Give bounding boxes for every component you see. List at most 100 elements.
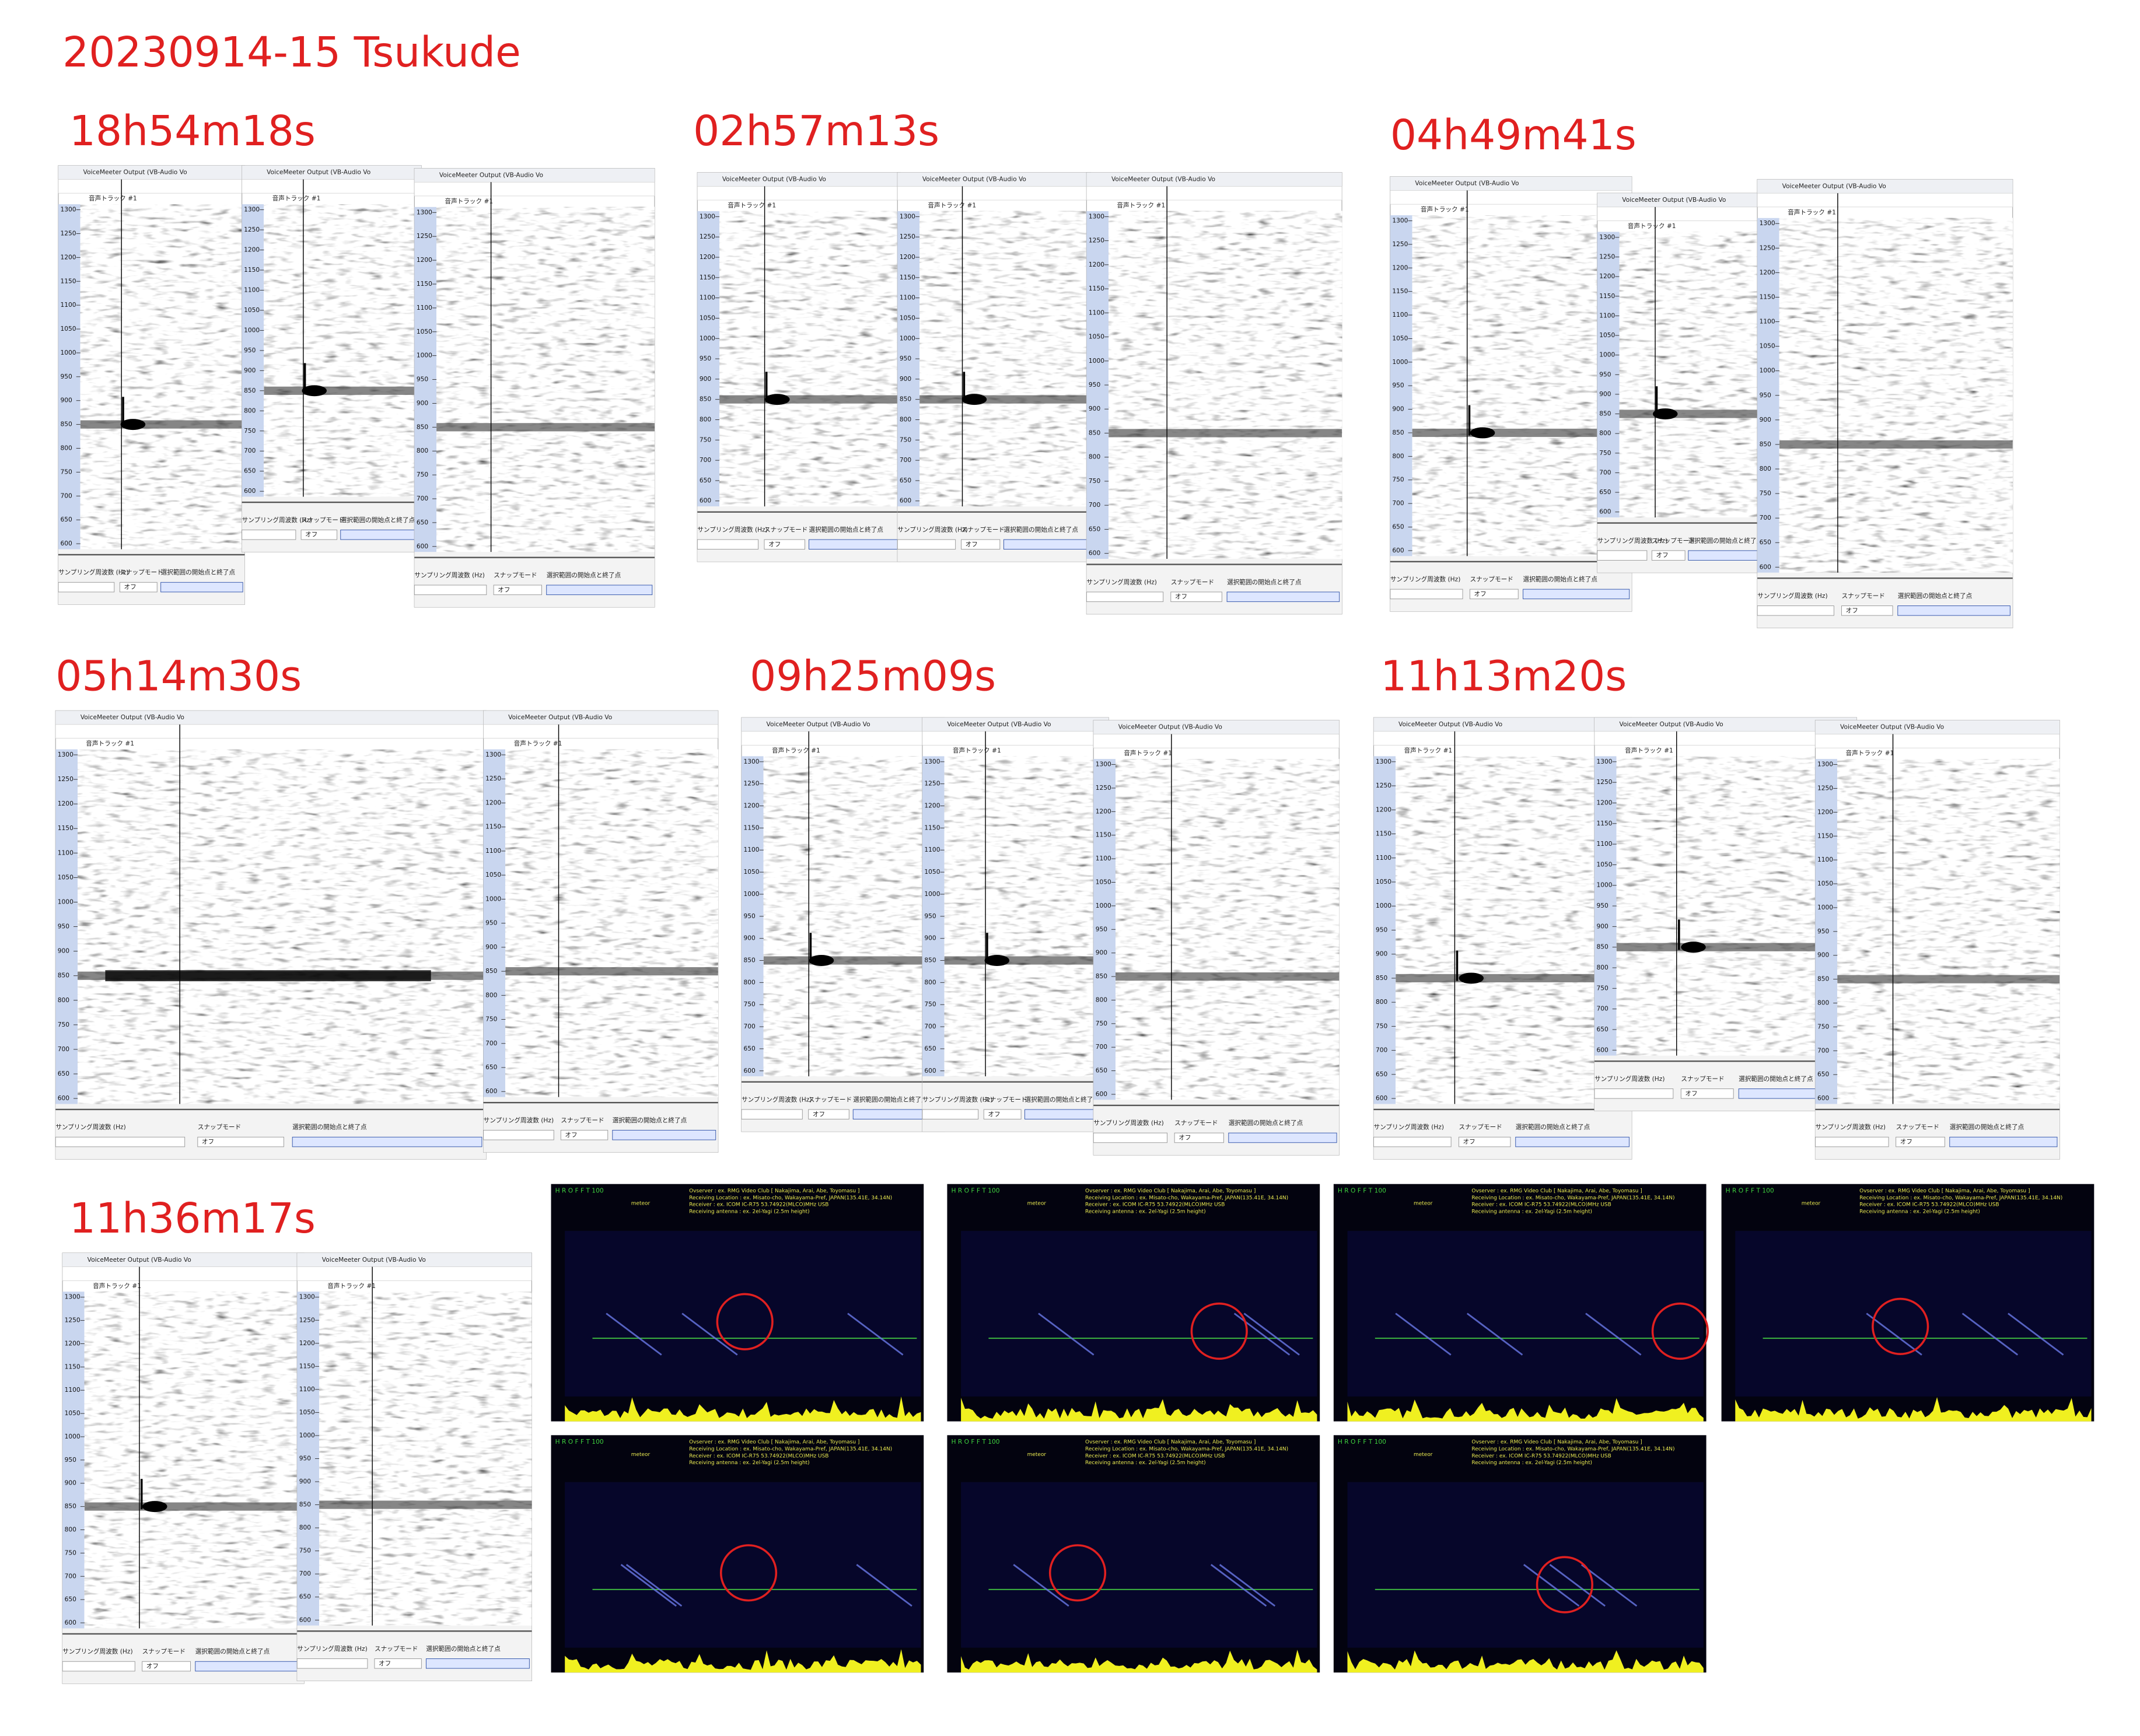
freq-tick-label: 1250 bbox=[700, 233, 715, 240]
freq-tick-label: 950 bbox=[485, 919, 498, 927]
event-time: 02h57m13s bbox=[693, 107, 939, 155]
echo-streak bbox=[1233, 1312, 1291, 1356]
echo-streak bbox=[1523, 1564, 1580, 1607]
hrofft-screen: H R O F F T 100 Ovserver : ex. RMG Video … bbox=[551, 1435, 924, 1673]
track-label: 音声トラック #1 bbox=[1628, 222, 1676, 230]
hrofft-plot bbox=[565, 1231, 921, 1397]
meteor-echo bbox=[961, 394, 987, 405]
freq-tick-label: 1250 bbox=[299, 1316, 315, 1324]
freq-tick-label: 1150 bbox=[1376, 830, 1391, 838]
hrofft-header: H R O F F T 100 bbox=[1726, 1187, 1774, 1195]
toolbar bbox=[297, 1253, 532, 1267]
freq-tick-label: 1200 bbox=[244, 246, 260, 254]
hrofft-info: Receiver : ex. ICOM IC-R75 53.74922(MLCO… bbox=[689, 1453, 828, 1459]
toolbar bbox=[1373, 718, 1632, 732]
freq-tick-label: 1300 bbox=[1089, 212, 1104, 220]
footer-label: 選択範囲の開始点と終了点 bbox=[1025, 1096, 1100, 1103]
freq-tick-label: 1150 bbox=[700, 274, 715, 281]
freq-tick-label: 750 bbox=[924, 1000, 936, 1008]
freq-tick-label: 1300 bbox=[744, 758, 760, 765]
footer-label: サンプリング周波数 (Hz) bbox=[697, 526, 768, 533]
freq-tick-label: 1100 bbox=[1599, 312, 1615, 319]
dropdown bbox=[493, 584, 542, 596]
footer-label: スナップモード bbox=[1681, 1075, 1724, 1083]
hrofft-info: Receiving Location : ex. Misato-cho, Wak… bbox=[1471, 1446, 1674, 1452]
spectrogram-noise bbox=[719, 211, 901, 507]
hrofft-header: H R O F F T 100 bbox=[952, 1438, 1000, 1446]
freq-tick-label: 1300 bbox=[1392, 217, 1408, 225]
hrofft-plot bbox=[1735, 1231, 2092, 1397]
freq-tick-label: 1150 bbox=[1596, 820, 1612, 827]
hrofft-screen: H R O F F T 100 Ovserver : ex. RMG Video … bbox=[1333, 1435, 1707, 1673]
echo-streak bbox=[620, 1564, 677, 1607]
snap-value: オフ bbox=[1463, 1138, 1475, 1146]
footer-label: スナップモード bbox=[1459, 1124, 1502, 1131]
freq-tick-label: 1100 bbox=[61, 301, 76, 309]
freq-tick-label: 750 bbox=[1392, 476, 1404, 484]
freq-tick-label: 1250 bbox=[417, 232, 432, 240]
dropdown bbox=[483, 1130, 554, 1140]
echo-streak bbox=[1013, 1564, 1069, 1607]
footer bbox=[1390, 556, 1632, 611]
freq-tick-label: 1050 bbox=[1599, 331, 1615, 339]
carrier-band bbox=[1109, 429, 1342, 438]
freq-tick-label: 700 bbox=[700, 456, 712, 464]
track-label: 音声トラック #1 bbox=[445, 197, 493, 205]
freq-tick-label: 950 bbox=[900, 355, 912, 362]
track-label: 音声トラック #1 bbox=[728, 201, 776, 209]
snap-value: オフ bbox=[1685, 1090, 1697, 1097]
freq-tick-label: 800 bbox=[1392, 452, 1404, 460]
freq-tick-label: 1150 bbox=[744, 824, 760, 831]
freq-tick-label: 750 bbox=[244, 427, 256, 435]
time-field bbox=[1523, 589, 1630, 600]
dropdown bbox=[55, 1136, 186, 1147]
spectrogram-window: VoiceMeeter Output (VB-Audio Vo 音声トラック #1… bbox=[1093, 720, 1340, 1156]
freq-tick-label: 750 bbox=[65, 1549, 77, 1556]
signal-level bbox=[565, 1396, 921, 1422]
freq-tick-label: 1050 bbox=[924, 868, 940, 876]
freq-tick-label: 1150 bbox=[924, 824, 940, 831]
event-time: 04h49m41s bbox=[1390, 111, 1637, 159]
time-field bbox=[340, 529, 420, 540]
echo-streak bbox=[1038, 1312, 1095, 1356]
spectrogram-noise bbox=[1396, 756, 1632, 1104]
freq-tick-label: 1000 bbox=[924, 890, 940, 898]
freq-tick-label: 1300 bbox=[244, 206, 260, 214]
freq-tick-label: 600 bbox=[61, 540, 73, 547]
freq-tick-label: 700 bbox=[1817, 1046, 1830, 1054]
dropdown bbox=[242, 529, 296, 540]
freq-tick-label: 900 bbox=[1096, 949, 1108, 957]
window-label: VoiceMeeter Output (VB-Audio Vo bbox=[439, 171, 543, 178]
freq-tick-label: 950 bbox=[1599, 370, 1611, 378]
footer bbox=[1757, 572, 2013, 628]
freq-tick-label: 650 bbox=[1376, 1070, 1388, 1078]
event-time: 11h13m20s bbox=[1380, 652, 1627, 700]
freq-tick-label: 1250 bbox=[244, 226, 260, 233]
freq-tick-label: 1000 bbox=[244, 326, 260, 334]
time-ruler bbox=[1086, 186, 1342, 201]
freq-tick-label: 600 bbox=[485, 1087, 498, 1095]
freq-tick-label: 600 bbox=[1817, 1094, 1830, 1102]
dropdown bbox=[1896, 1136, 1945, 1147]
freq-tick-label: 950 bbox=[1089, 381, 1101, 388]
freq-tick-label: 1150 bbox=[1392, 288, 1408, 295]
dropdown bbox=[1757, 606, 1834, 616]
freq-tick-label: 1000 bbox=[417, 352, 432, 359]
freq-tick-label: 950 bbox=[1760, 391, 1772, 399]
footer-label: サンプリング周波数 (Hz) bbox=[742, 1096, 812, 1103]
hrofft-screen: H R O F F T 100 Ovserver : ex. RMG Video … bbox=[551, 1184, 924, 1422]
spectrogram-window: VoiceMeeter Output (VB-Audio Vo 音声トラック #1… bbox=[897, 172, 1092, 562]
footer-label: スナップモード bbox=[1842, 592, 1885, 600]
freq-tick-label: 1100 bbox=[744, 846, 760, 853]
footer-label: スナップモード bbox=[561, 1116, 604, 1124]
meteor-echo bbox=[984, 955, 1010, 966]
echo-streak bbox=[1585, 1312, 1642, 1356]
signal-level bbox=[961, 1650, 1317, 1673]
footer-label: 選択範囲の開始点と終了点 bbox=[547, 571, 621, 579]
echo-streak bbox=[856, 1564, 912, 1607]
freq-tick-label: 1100 bbox=[1096, 855, 1111, 862]
footer bbox=[297, 1625, 532, 1681]
hrofft-info: Receiving antenna : ex. 2el-Yagi (2.5m h… bbox=[1859, 1209, 1980, 1215]
freq-tick-label: 600 bbox=[1089, 550, 1101, 557]
highlight-circle bbox=[719, 1544, 778, 1602]
